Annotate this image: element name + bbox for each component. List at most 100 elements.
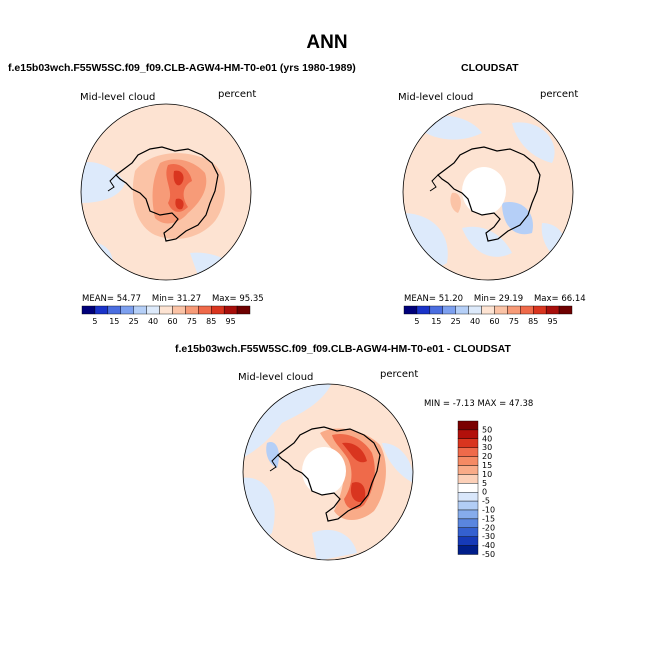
panel3-min-label: MIN = — [424, 399, 451, 409]
panel3-colorbar-box — [457, 545, 479, 555]
panel2-colorbar-box — [416, 305, 431, 315]
panel1-high-cloud-region — [166, 163, 192, 212]
panel1-max-label: Max= — [211, 294, 237, 304]
panel2-colorbar-box — [558, 305, 573, 315]
panel3-units-label: percent — [380, 369, 419, 380]
panel3-colorbar-tick-label: 15 — [482, 461, 492, 470]
panel2-colorbar-tick-label: 85 — [528, 317, 538, 326]
panel2-colorbar-tick-label: 75 — [509, 317, 519, 326]
panel2-colorbar: 5 15 25 40 60 75 85 95 — [403, 305, 573, 326]
panel2-low-cloud-region — [502, 202, 533, 235]
panel2-colorbar-box — [481, 305, 495, 315]
panel3-colorbar-box — [457, 536, 479, 546]
panel1-units-label: percent — [218, 89, 257, 100]
panel3-colorbar-tick-label: 0 — [482, 488, 487, 497]
panel2-colorbar-box — [545, 305, 560, 315]
panel3-colorbar-tick-label: 40 — [482, 434, 492, 443]
panel1-stats: MEAN= 54.77 Min= 31.27 Max= 95.35 — [82, 294, 264, 304]
panel1-colorbar-box — [172, 305, 186, 315]
panel2-coastline — [437, 146, 541, 242]
panel2-colorbar-tick-label: 25 — [451, 317, 461, 326]
panel1-colorbar-tick-label: 15 — [109, 317, 119, 326]
panel1-mean-label: MEAN= — [82, 294, 114, 304]
panel1-colorbar: 5 15 25 40 60 75 85 95 — [81, 305, 251, 326]
panel2-peninsula — [429, 174, 439, 192]
panel2-units-label: percent — [540, 89, 579, 100]
panel2-field-label: Mid-level cloud — [398, 92, 474, 103]
panel2-low-cloud-region — [512, 122, 555, 163]
panel3-negative-region — [312, 529, 357, 560]
panel3-negative-region — [266, 442, 279, 468]
panel2-colorbar-box — [468, 305, 482, 315]
panel2-colorbar-tick-label: 5 — [414, 317, 419, 326]
panel3-colorbar-box — [457, 429, 479, 439]
panel3-colorbar-tick-label: 20 — [482, 452, 492, 461]
panel3-colorbar-box — [457, 518, 479, 529]
panel3-colorbar-box — [457, 491, 479, 502]
panel3-colorbar-box — [457, 500, 479, 511]
panel1-min-value: 31.27 — [176, 294, 202, 304]
panel1-colorbar-box — [133, 305, 147, 315]
panel3-colorbar-box — [457, 438, 479, 448]
panel2-min-label: Min= — [473, 294, 497, 304]
panel2-colorbar-box — [494, 305, 508, 315]
panel2-colorbar-tick-label: 95 — [548, 317, 558, 326]
panel3-max-value: 47.38 — [508, 399, 534, 409]
panel1-colorbar-box — [159, 305, 173, 315]
panel3-coastline — [277, 426, 381, 522]
panel1-colorbar-tick-label: 85 — [206, 317, 216, 326]
panel3-colorbar-tick-label: 50 — [482, 425, 492, 434]
panel3-colorbar-box — [457, 465, 479, 475]
panel2-map-border — [402, 103, 574, 281]
panel3-map — [242, 383, 414, 561]
panel1-colorbar-box — [94, 305, 109, 315]
panel3-colorbar-box — [457, 420, 479, 431]
panel3-negative-region — [382, 443, 413, 483]
panel1-low-cloud-region — [190, 252, 240, 280]
panel1-colorbar-box — [211, 305, 225, 315]
panel1-colorbar-box — [236, 305, 251, 315]
panel1-max-cloud-region — [173, 170, 184, 186]
panel2-map — [402, 103, 574, 281]
panel1-colorbar-tick-label: 40 — [148, 317, 158, 326]
panel1-map — [80, 103, 252, 281]
panel3-colorbar-tick-label: -40 — [482, 541, 495, 550]
panel2-title: CLOUDSAT — [461, 62, 519, 74]
panel1-colorbar-tick-label: 5 — [92, 317, 97, 326]
panel1-colorbar-tick-label: 60 — [167, 317, 177, 326]
panel3-colorbar-box — [457, 483, 479, 493]
panel2-colorbar-box — [533, 305, 547, 315]
panel3-colorbar-tick-label: -20 — [482, 523, 495, 532]
panel1-colorbar-box — [120, 305, 134, 315]
panel2-mean-value: 51.20 — [438, 294, 464, 304]
panel3-colorbar-box — [457, 509, 479, 520]
panel2-colorbar-box — [455, 305, 469, 315]
panel1-colorbar-box — [198, 305, 212, 315]
panel2-high-cloud-region — [450, 192, 461, 213]
panel3-max-positive-region — [350, 482, 366, 503]
panel3-colorbar-box — [457, 456, 479, 466]
panel3-title: f.e15b03wch.F55W5SC.f09_f09.CLB-AGW4-HM-… — [175, 343, 511, 355]
panel1-low-cloud-region — [81, 162, 125, 203]
panel3-colorbar-tick-label: -50 — [482, 550, 495, 559]
panel3-colorbar-tick-label: -10 — [482, 506, 495, 515]
panel1-field-label: Mid-level cloud — [80, 92, 156, 103]
panel3-colorbar-tick-label: 10 — [482, 470, 492, 479]
panel3-colorbar-tick-label: -30 — [482, 532, 495, 541]
panel1-colorbar-tick-label: 95 — [226, 317, 236, 326]
panel1-max-value: 95.35 — [239, 294, 264, 304]
panel3-stats: MIN = -7.13 MAX = 47.38 — [424, 399, 533, 409]
panel2-max-label: Max= — [533, 294, 559, 304]
panel1-peninsula — [107, 174, 117, 192]
panel3-colorbar-tick-label: 5 — [482, 479, 487, 488]
panel1-mean-value: 54.77 — [116, 294, 142, 304]
panel3-colorbar-box — [457, 527, 479, 537]
panel2-colorbar-box — [429, 305, 443, 315]
panel2-min-value: 29.19 — [498, 294, 524, 304]
panel1-colorbar-box — [223, 305, 238, 315]
panel2-no-data-hole — [462, 167, 506, 215]
panel1-colorbar-box — [107, 305, 121, 315]
panel2-colorbar-box — [403, 305, 418, 315]
panel1-map-border — [80, 103, 252, 281]
panel2-colorbar-box — [442, 305, 456, 315]
